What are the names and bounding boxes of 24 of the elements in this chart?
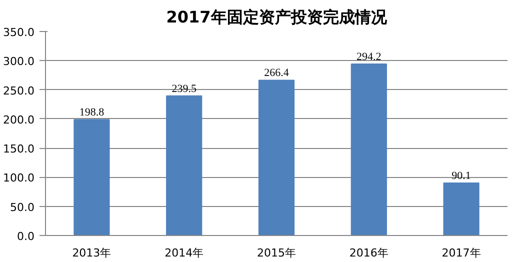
y-tick-label: 150.0 xyxy=(3,142,35,156)
chart-title: 2017年固定资产投资完成情况 xyxy=(166,8,388,26)
bar xyxy=(443,182,480,236)
y-tick-label: 100.0 xyxy=(3,172,35,185)
bar xyxy=(166,95,202,236)
x-tick-label: 2014年 xyxy=(164,246,204,260)
data-label: 90.1 xyxy=(452,170,471,182)
y-tick-label: 0.0 xyxy=(17,230,35,243)
y-tick-label: 300.0 xyxy=(3,55,35,68)
bar xyxy=(74,119,110,236)
bar xyxy=(350,64,387,236)
x-tick-label: 2015年 xyxy=(257,246,296,260)
data-label: 294.2 xyxy=(356,51,382,64)
bar xyxy=(258,80,295,236)
data-label: 239.5 xyxy=(172,82,197,95)
data-label: 266.4 xyxy=(264,67,290,80)
data-label: 198.8 xyxy=(79,106,105,119)
y-tick-label: 50.0 xyxy=(10,200,35,214)
y-tick-label: 200.0 xyxy=(3,113,35,126)
x-tick-label: 2013年 xyxy=(72,246,112,260)
y-tick-label: 250.0 xyxy=(3,84,35,98)
x-tick-label: 2017年 xyxy=(442,246,481,260)
y-tick-label: 350.0 xyxy=(3,26,35,39)
x-tick-label: 2016年 xyxy=(349,246,388,260)
